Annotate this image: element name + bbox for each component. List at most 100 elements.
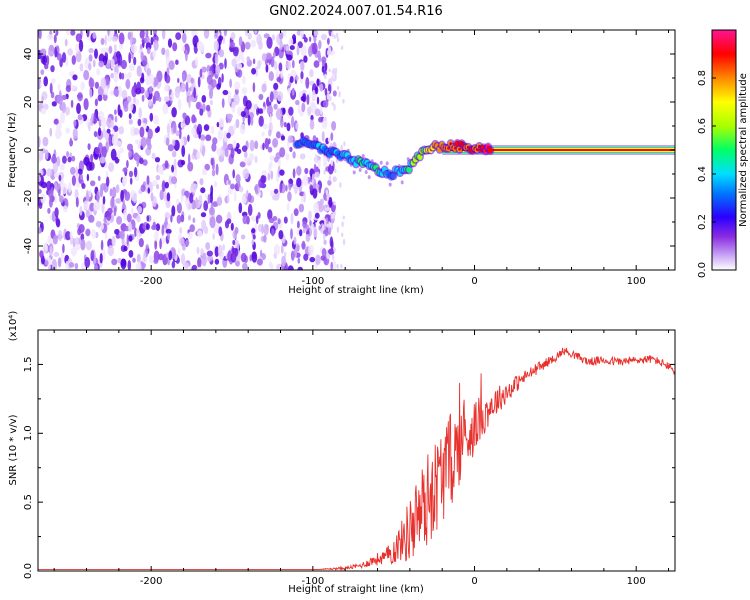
noise-blob	[248, 153, 255, 161]
noise-blob	[242, 168, 249, 180]
noise-blob	[228, 90, 231, 103]
noise-blob	[271, 34, 276, 41]
noise-blob	[270, 56, 275, 68]
snr-y-ticks: 0.0 0.5 1.0 1.5	[23, 329, 675, 579]
noise-blob	[272, 89, 279, 100]
noise-blob	[71, 175, 76, 187]
x-tick-label: -200	[140, 576, 163, 587]
ridge-mark	[458, 147, 461, 151]
noise-blob	[336, 86, 340, 90]
noise-blob	[274, 61, 278, 71]
noise-blob	[203, 124, 210, 131]
noise-blob	[308, 46, 313, 57]
noise-blob	[117, 150, 121, 160]
noise-blob	[114, 109, 117, 115]
noise-blob	[308, 210, 312, 221]
noise-blob	[278, 31, 284, 40]
noise-blob	[234, 81, 241, 90]
noise-blob	[146, 215, 150, 222]
noise-blob	[192, 148, 197, 157]
noise-blob	[67, 156, 72, 163]
noise-blob	[302, 93, 307, 103]
noise-blob	[288, 106, 294, 116]
noise-blob	[159, 238, 162, 250]
ridge-mark	[352, 170, 356, 175]
noise-blob	[145, 223, 150, 231]
noise-blob	[50, 65, 55, 73]
noise-blob	[137, 232, 140, 244]
noise-blob	[52, 162, 59, 174]
noise-blob	[49, 127, 52, 137]
noise-blob	[75, 33, 82, 42]
noise-blob	[144, 35, 150, 45]
noise-blob	[187, 134, 190, 142]
noise-blob	[201, 95, 207, 103]
noise-blob	[309, 119, 315, 130]
noise-blob	[255, 66, 258, 77]
noise-blob	[52, 234, 58, 245]
noise-blob	[187, 203, 193, 210]
noise-blob	[246, 190, 249, 196]
noise-blob	[180, 137, 185, 149]
noise-blob	[139, 157, 144, 165]
noise-blob	[184, 190, 190, 197]
noise-blob	[343, 141, 346, 147]
noise-blob	[317, 159, 321, 170]
colorbar-label: Normalized spectral amplitude	[738, 73, 749, 227]
noise-blob	[140, 184, 146, 192]
noise-blob	[53, 34, 57, 44]
noise-blob	[205, 104, 211, 112]
noise-blob	[285, 184, 288, 192]
noise-blob	[200, 248, 204, 256]
noise-blob	[81, 183, 86, 189]
ridge-mark	[397, 164, 401, 169]
noise-blob	[189, 192, 194, 204]
noise-blob	[117, 85, 123, 98]
noise-blob	[201, 254, 207, 267]
noise-blob	[183, 43, 190, 56]
noise-blob	[111, 258, 118, 266]
noise-blob	[55, 30, 59, 36]
noise-blob	[216, 83, 221, 90]
noise-blob	[226, 193, 230, 204]
noise-blob	[336, 226, 340, 234]
noise-blob	[43, 76, 48, 87]
noise-blob	[149, 112, 154, 122]
noise-blob	[238, 186, 244, 193]
noise-blob	[261, 53, 267, 62]
noise-blob	[102, 248, 106, 261]
noise-blob	[266, 105, 273, 116]
noise-blob	[191, 114, 196, 124]
noise-blob	[70, 99, 74, 108]
noise-blob	[223, 30, 228, 37]
noise-blob	[314, 108, 321, 117]
noise-blob	[133, 56, 137, 66]
noise-blob	[93, 112, 97, 125]
noise-blob	[124, 73, 127, 79]
spectrogram-y-ticks: -40 -20 0 20 40	[23, 29, 675, 271]
snr-panel: -200 -100 0 100 0.0 0.5 1.0 1.5 Height of stra…	[8, 311, 676, 595]
colorbar-ticks: 0.0 0.2 0.4 0.6 0.8	[697, 70, 716, 278]
noise-blob	[141, 94, 145, 102]
noise-blob	[216, 148, 222, 156]
noise-blob	[176, 202, 182, 214]
noise-blob	[295, 122, 299, 130]
noise-blob	[172, 123, 177, 134]
noise-blob	[126, 73, 131, 80]
noise-blob	[121, 89, 128, 99]
noise-blob	[205, 242, 211, 251]
noise-blob	[138, 107, 142, 119]
noise-blob	[276, 131, 281, 139]
noise-blob	[110, 148, 117, 161]
noise-blob	[333, 34, 336, 39]
noise-blob	[195, 101, 201, 110]
noise-blob	[40, 107, 47, 115]
noise-blob	[67, 48, 73, 56]
noise-blob	[244, 30, 249, 36]
noise-blob	[323, 239, 327, 245]
noise-blob	[313, 30, 319, 37]
noise-blob	[40, 81, 43, 88]
noise-blob	[295, 99, 300, 106]
noise-blob	[110, 73, 115, 79]
noise-blob	[147, 142, 152, 150]
